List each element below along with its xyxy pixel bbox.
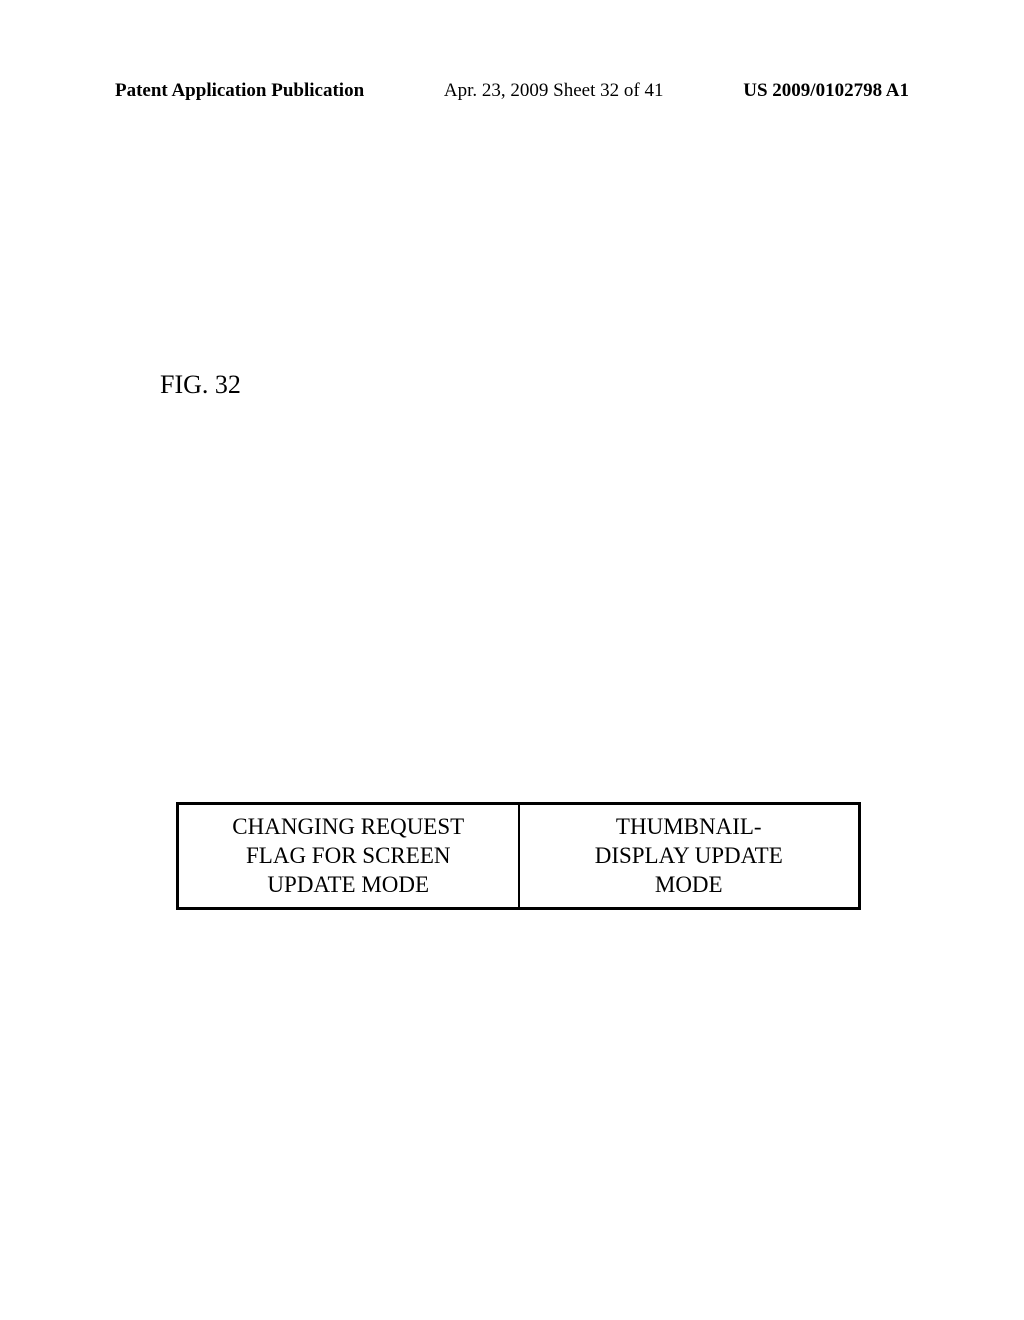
cell-text-line: UPDATE MODE bbox=[189, 871, 508, 900]
cell-text-line: MODE bbox=[530, 871, 849, 900]
table-cell-left: CHANGING REQUEST FLAG FOR SCREEN UPDATE … bbox=[179, 805, 520, 907]
publication-type: Patent Application Publication bbox=[115, 80, 364, 102]
figure-label: FIG. 32 bbox=[160, 370, 241, 400]
table-cell-right: THUMBNAIL- DISPLAY UPDATE MODE bbox=[520, 805, 859, 907]
diagram-table: CHANGING REQUEST FLAG FOR SCREEN UPDATE … bbox=[176, 802, 861, 910]
date-sheet-info: Apr. 23, 2009 Sheet 32 of 41 bbox=[444, 80, 664, 102]
cell-text-line: DISPLAY UPDATE bbox=[530, 842, 849, 871]
cell-text-line: FLAG FOR SCREEN bbox=[189, 842, 508, 871]
cell-text-line: CHANGING REQUEST bbox=[189, 813, 508, 842]
page-header: Patent Application Publication Apr. 23, … bbox=[0, 80, 1024, 102]
patent-number: US 2009/0102798 A1 bbox=[743, 80, 909, 102]
cell-text-line: THUMBNAIL- bbox=[530, 813, 849, 842]
